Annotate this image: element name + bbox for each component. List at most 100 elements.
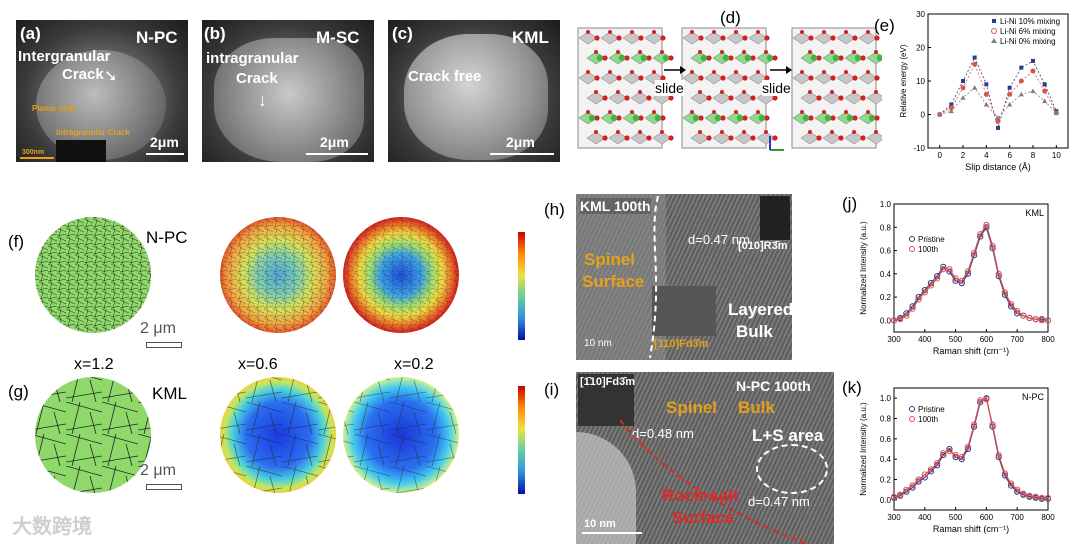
y-tick-label: 0.8 <box>880 223 892 232</box>
data-point <box>989 242 996 249</box>
series-line <box>893 398 1048 499</box>
x-tick-label: 800 <box>1041 513 1055 522</box>
data-point <box>1001 289 1008 296</box>
x-tick-label: 0 <box>937 151 942 160</box>
data-point <box>1007 101 1013 107</box>
legend-label: Li-Ni 0% mixing <box>1000 37 1056 46</box>
bulk-label-i: Bulk <box>738 398 775 417</box>
data-point <box>1030 68 1036 74</box>
data-point <box>970 421 978 428</box>
data-point <box>983 101 989 107</box>
data-point <box>983 91 989 97</box>
x-tick-label: 8 <box>1031 151 1036 160</box>
data-point <box>897 316 904 323</box>
x-label-3: x=0.2 <box>394 356 434 373</box>
data-point <box>1026 492 1033 499</box>
data-point <box>909 482 916 489</box>
data-point <box>958 454 965 461</box>
legend-marker <box>909 236 915 242</box>
fft-label-h1: [010]R3̄m <box>738 240 788 252</box>
planar-slide-label: Planar slide <box>32 104 77 113</box>
x-tick-label: 300 <box>887 335 901 344</box>
y-tick-label: 30 <box>916 10 925 19</box>
chart-e: 0 2 4 6 8 10 -10 0 10 20 30 Slip distance (Å) Relati… <box>899 10 1069 172</box>
x-axis-label: Raman shift (cm⁻¹) <box>933 524 1009 534</box>
data-point <box>1042 82 1047 87</box>
x-tick-label: 600 <box>980 513 994 522</box>
x-tick-label: 700 <box>1011 513 1025 522</box>
data-point <box>940 266 947 273</box>
legend-label: Pristine <box>918 235 945 244</box>
spinel-label-h2: Surface <box>582 272 645 291</box>
series-line <box>939 87 1057 119</box>
boundary-line-i <box>620 420 807 544</box>
data-point <box>1020 490 1027 497</box>
y-tick-label: 0.4 <box>880 270 892 279</box>
scale-bar-g <box>146 484 182 490</box>
layered-label-1: Layered <box>728 300 794 319</box>
y-tick-label: 0.6 <box>880 247 892 256</box>
data-point <box>890 317 898 324</box>
x-label-1: x=1.2 <box>74 356 114 373</box>
d-spacing-h: d=0.47 nm <box>688 232 750 247</box>
scale-label-f: 2 μm <box>140 320 176 337</box>
y-tick-label: 1.0 <box>880 200 892 209</box>
data-point <box>972 61 978 67</box>
scale-bar-i <box>582 532 642 534</box>
colorbar-f <box>518 232 525 340</box>
chart-tag: N-PC <box>1022 392 1044 402</box>
legend-marker <box>992 19 996 23</box>
data-point <box>934 460 941 467</box>
data-point <box>984 82 989 87</box>
plot-frame <box>893 387 1049 511</box>
data-point <box>915 296 922 303</box>
y-tick-label: 0.0 <box>880 316 892 325</box>
data-point <box>934 275 941 282</box>
y-tick-label: 0 <box>921 111 926 120</box>
fft-label-i: [1̄10]Fd3̄m <box>580 376 636 388</box>
data-point <box>1014 307 1021 315</box>
scale-label-a: 2μm <box>150 134 179 150</box>
chart-j: 300 400 500 600 700 800 0.0 0.2 0.4 0.6 0.8 1.0 Rama… <box>859 200 1055 356</box>
data-point <box>948 108 954 114</box>
data-point <box>1007 480 1015 487</box>
data-point <box>964 268 972 275</box>
y-tick-label: 0.8 <box>880 415 892 424</box>
x-tick-label: 700 <box>1011 335 1025 344</box>
intragranular-label-b: intragranular <box>206 50 299 67</box>
data-point <box>1030 88 1036 94</box>
legend-marker <box>909 246 915 252</box>
sem-image-msc <box>202 20 374 162</box>
arrow-down-icon: ↓ <box>258 90 267 110</box>
fft-inset-h1 <box>760 196 790 240</box>
x-label-2: x=0.6 <box>238 356 278 373</box>
data-point <box>960 95 966 100</box>
data-point <box>890 493 898 500</box>
x-axis-label: Slip distance (Å) <box>965 162 1031 172</box>
data-point <box>995 452 1002 459</box>
data-point <box>1053 110 1059 115</box>
panel-i-title: N-PC 100th <box>736 378 811 394</box>
data-point <box>1018 78 1024 84</box>
panel-g-tag: KML <box>152 384 187 403</box>
y-tick-label: 0.4 <box>880 455 892 464</box>
rock-salt-label-1: Rock-salt <box>662 486 739 505</box>
data-point <box>903 486 910 493</box>
data-point <box>1031 58 1035 63</box>
x-tick-label: 600 <box>980 335 994 344</box>
y-axis-label: Normalized Intensity (a.u.) <box>859 221 868 315</box>
legend-marker <box>909 416 915 422</box>
legend-label: Li-Ni 10% mixing <box>1000 17 1060 26</box>
y-tick-label: 1.0 <box>880 394 892 403</box>
data-point <box>937 111 943 117</box>
fft-inset-h2 <box>652 286 716 336</box>
panel-b-tag: M-SC <box>316 28 360 47</box>
panel-letter-g: (g) <box>8 382 29 401</box>
data-point <box>964 443 972 451</box>
legend-label: 100th <box>918 415 938 424</box>
rock-salt-label-2: Surface <box>672 508 735 527</box>
colorbar-g <box>518 386 525 494</box>
panel-letter-i: (i) <box>544 380 560 399</box>
sem-image-npc <box>16 20 188 162</box>
x-tick-label: 500 <box>949 513 963 522</box>
